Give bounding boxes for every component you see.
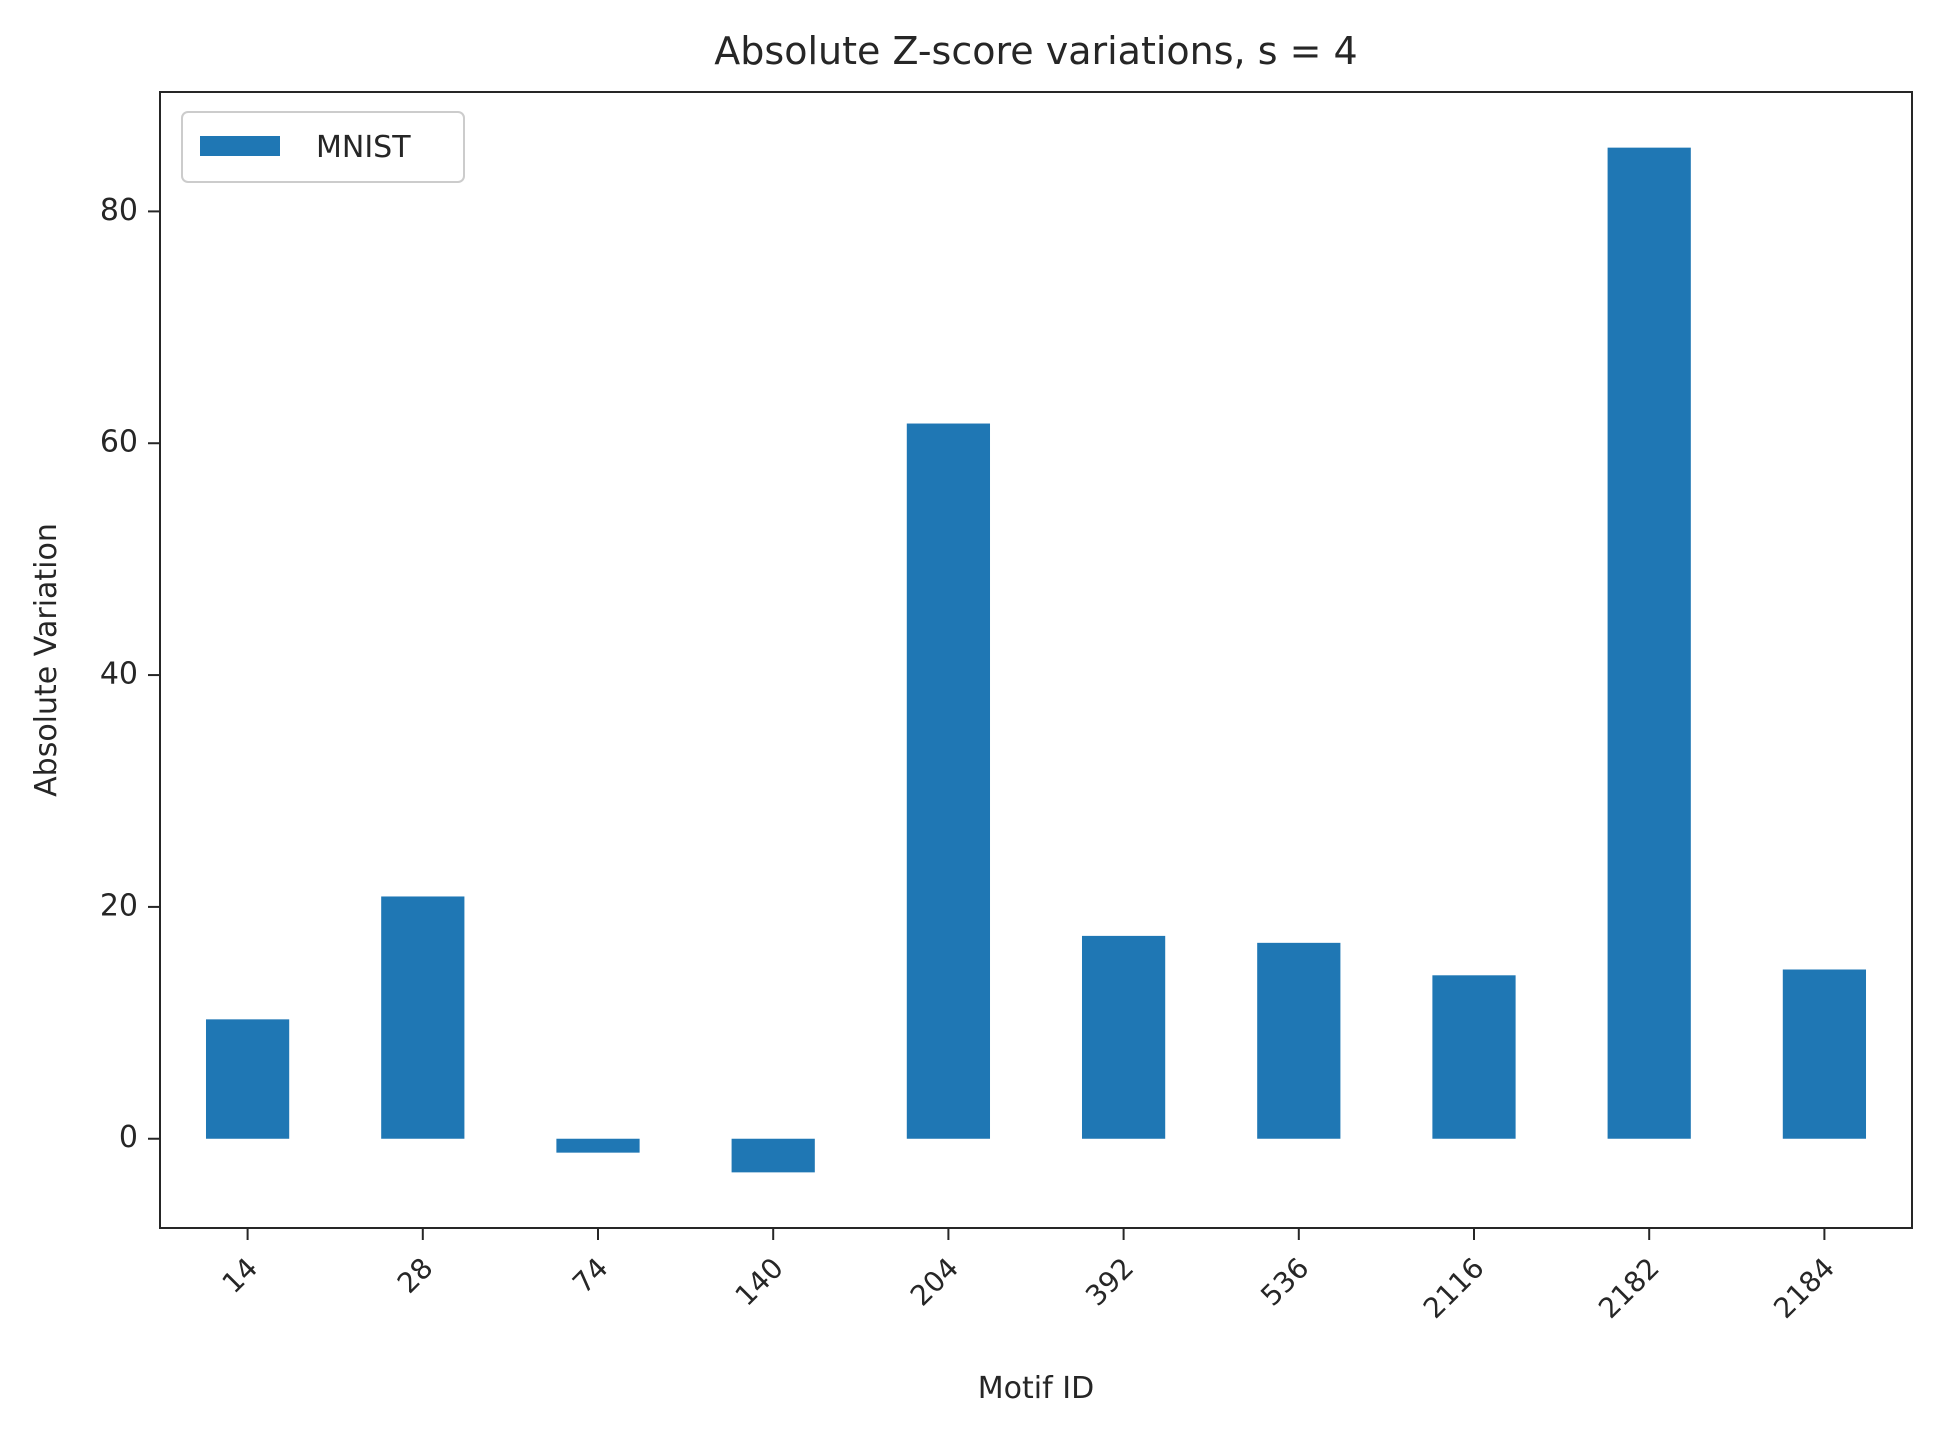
legend-label: MNIST — [316, 130, 411, 165]
y-tick-label-20: 20 — [100, 888, 138, 923]
bar-2184 — [1782, 969, 1867, 1139]
bar-2182 — [1607, 147, 1691, 1139]
y-tick-label-40: 40 — [100, 657, 138, 692]
y-tick-label-80: 80 — [100, 193, 138, 228]
legend: MNIST — [181, 111, 465, 183]
bars-layer — [205, 147, 1867, 1173]
bar-140 — [731, 1138, 815, 1173]
plot-frame — [159, 91, 1913, 1229]
bar-2116 — [1432, 975, 1516, 1139]
bar-14 — [205, 1019, 290, 1139]
bar-74 — [556, 1138, 640, 1153]
bar-28 — [381, 896, 465, 1139]
y-axis-label: Absolute Variation — [29, 523, 64, 797]
x-axis-label: Motif ID — [978, 1371, 1094, 1406]
y-tick-label-0: 0 — [119, 1120, 138, 1155]
bar-536 — [1257, 942, 1341, 1139]
chart-title: Absolute Z-score variations, s = 4 — [714, 29, 1357, 73]
bar-204 — [906, 423, 991, 1139]
y-tick-label-60: 60 — [100, 425, 138, 460]
legend-frame — [181, 111, 465, 183]
bar-392 — [1081, 935, 1166, 1139]
legend-swatch — [200, 136, 280, 156]
